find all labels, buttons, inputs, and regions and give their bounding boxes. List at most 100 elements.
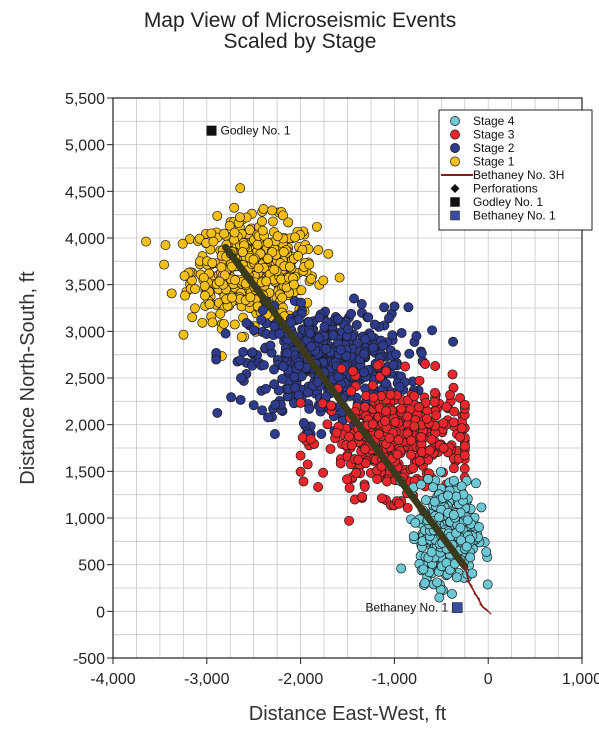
legend-label: Godley No. 1 (473, 195, 543, 209)
event-point (419, 578, 430, 589)
event-point (257, 305, 268, 316)
event-point (304, 403, 315, 414)
event-point (420, 359, 431, 369)
event-point (396, 403, 407, 414)
event-point (414, 375, 425, 386)
event-point (448, 336, 459, 347)
event-point (204, 299, 215, 310)
event-point (325, 443, 336, 454)
event-point (410, 517, 421, 528)
event-point (178, 329, 189, 340)
event-point (402, 502, 413, 513)
legend-label: Stage 4 (473, 114, 515, 128)
event-point (359, 481, 370, 492)
event-point (391, 349, 401, 360)
event-point (448, 463, 459, 474)
event-point (420, 495, 431, 506)
event-point (423, 474, 434, 484)
event-point (409, 421, 420, 432)
event-point (323, 248, 334, 259)
event-point (212, 407, 223, 418)
event-point (400, 361, 411, 372)
event-point (455, 522, 466, 533)
event-point (374, 429, 384, 440)
event-point (455, 432, 466, 442)
event-point (443, 490, 453, 501)
event-point (351, 468, 362, 478)
event-point (456, 423, 467, 434)
event-point (244, 225, 255, 235)
event-point (349, 293, 359, 304)
event-point (249, 325, 259, 336)
event-point (269, 429, 280, 439)
event-point (303, 317, 314, 327)
event-point (438, 443, 449, 453)
event-point (404, 348, 415, 359)
event-point (367, 419, 378, 430)
event-point (303, 387, 314, 398)
event-point (445, 390, 455, 400)
event-point (368, 342, 379, 353)
event-point (449, 406, 460, 417)
chart-title-line1: Map View of Microseismic Events (143, 9, 457, 32)
legend-symbol-square (450, 210, 460, 221)
event-point (427, 325, 438, 336)
event-point (262, 253, 273, 264)
chart-title-line2: Scaled by Stage (223, 30, 377, 53)
well-markers: Godley No. 1 Bethaney No. 1 (206, 124, 492, 615)
event-point (214, 276, 225, 287)
event-point (351, 319, 362, 330)
y-axis-ticks: -500 0 500 1,000 1,500 2,000 2,500 3,000 3,500 4,… (65, 91, 113, 668)
event-point (267, 216, 278, 227)
event-point (248, 254, 259, 265)
event-point (235, 355, 246, 366)
event-point (236, 332, 247, 342)
event-point (141, 236, 151, 247)
event-point (278, 247, 289, 257)
event-point (229, 227, 240, 238)
event-point (229, 319, 240, 330)
event-point (376, 493, 387, 504)
event-point (403, 302, 414, 313)
event-point (298, 418, 309, 428)
event-point (416, 432, 427, 443)
event-point (272, 231, 283, 242)
event-point (416, 348, 427, 359)
event-point (293, 251, 304, 261)
event-point (189, 303, 200, 314)
event-point (471, 478, 481, 489)
event-point (381, 406, 392, 417)
event-point (305, 434, 316, 445)
event-point (224, 220, 235, 231)
event-point (320, 344, 331, 354)
event-point (378, 340, 389, 351)
legend-symbol-stage-3 (450, 129, 460, 140)
event-point (385, 389, 396, 400)
event-point (481, 546, 492, 557)
event-point (462, 515, 473, 526)
event-point (257, 405, 268, 416)
event-point (326, 400, 337, 411)
event-point (346, 440, 357, 451)
y-tick-label: 4,500 (65, 184, 105, 201)
event-point (363, 312, 374, 323)
event-point (218, 318, 229, 329)
event-point (461, 541, 472, 552)
event-point (455, 393, 466, 403)
event-point (367, 380, 378, 391)
event-point (342, 474, 352, 485)
event-point (335, 345, 346, 355)
event-point (447, 588, 457, 599)
event-point (278, 361, 289, 372)
event-point (418, 564, 429, 575)
y-tick-label: 3,000 (65, 324, 105, 341)
event-point (438, 418, 449, 429)
event-point (424, 445, 435, 456)
event-point (448, 417, 459, 428)
event-point (215, 308, 226, 319)
y-tick-label: 3,500 (65, 278, 105, 295)
legend-label: Bethaney No. 1 (473, 209, 556, 223)
event-point (448, 475, 459, 486)
event-point (335, 458, 346, 469)
